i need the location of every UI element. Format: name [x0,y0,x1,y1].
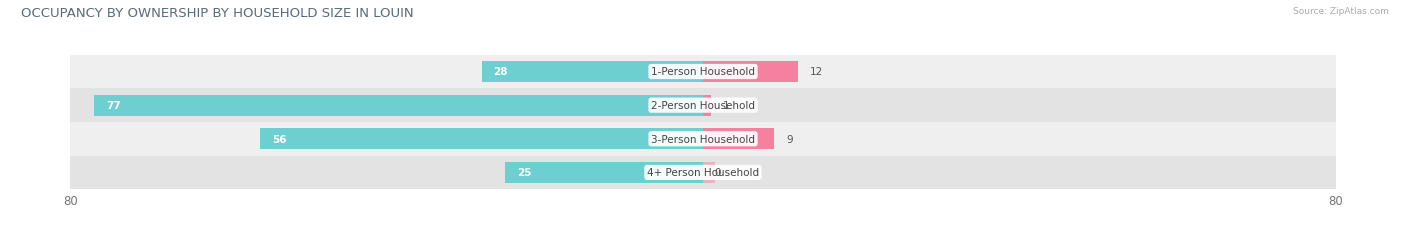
Text: 3-Person Household: 3-Person Household [651,134,755,144]
Bar [703,129,775,149]
Text: 2-Person Household: 2-Person Household [651,101,755,111]
Bar [70,89,1336,122]
Text: Source: ZipAtlas.com: Source: ZipAtlas.com [1294,7,1389,16]
Bar [481,62,703,82]
Bar [703,62,799,82]
Bar [505,162,703,183]
Bar [70,55,1336,89]
Text: 28: 28 [494,67,508,77]
Bar [703,162,714,183]
Text: 77: 77 [105,101,121,111]
Text: OCCUPANCY BY OWNERSHIP BY HOUSEHOLD SIZE IN LOUIN: OCCUPANCY BY OWNERSHIP BY HOUSEHOLD SIZE… [21,7,413,20]
Text: 12: 12 [810,67,823,77]
Bar [260,129,703,149]
Text: 0: 0 [714,168,721,178]
Bar [70,156,1336,189]
Text: 1-Person Household: 1-Person Household [651,67,755,77]
Text: 25: 25 [517,168,531,178]
Bar [94,95,703,116]
Bar [70,122,1336,156]
Text: 9: 9 [786,134,793,144]
Text: 1: 1 [723,101,730,111]
Text: 4+ Person Household: 4+ Person Household [647,168,759,178]
Bar [703,95,711,116]
Text: 56: 56 [271,134,287,144]
